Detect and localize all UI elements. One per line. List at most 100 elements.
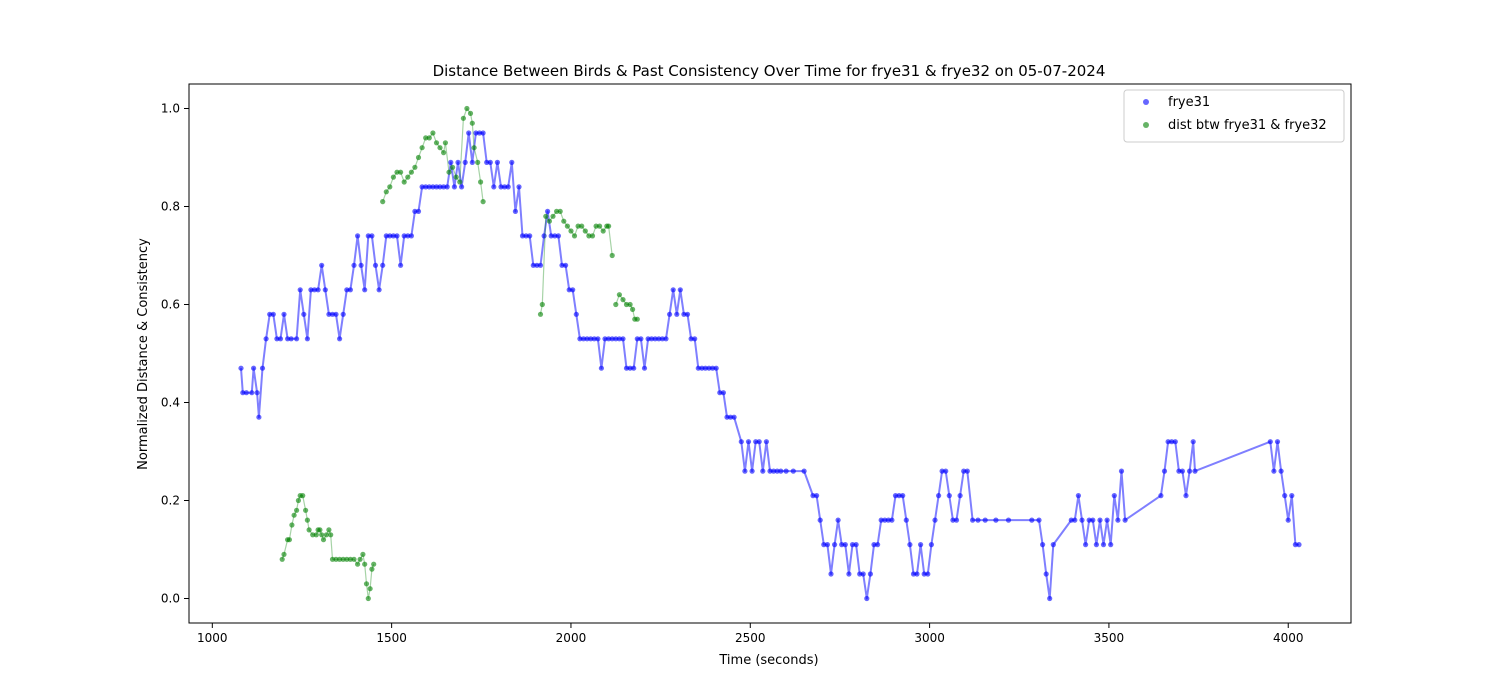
frye31-point: [516, 184, 522, 190]
frye31-point: [285, 336, 291, 342]
frye31-point: [1097, 517, 1103, 523]
distance-point: [412, 164, 418, 170]
frye31-point: [767, 468, 773, 474]
distance-point: [571, 233, 578, 239]
frye31-point: [491, 184, 497, 190]
frye31-point: [1115, 517, 1121, 523]
frye31-point: [426, 184, 432, 190]
frye31-point: [301, 311, 307, 317]
frye31-point: [308, 287, 314, 293]
frye31-point: [281, 311, 287, 317]
frye31-point: [459, 184, 465, 190]
distance-point: [371, 561, 377, 567]
distance-point: [423, 135, 429, 141]
frye31-point: [563, 262, 569, 268]
frye31-point: [1169, 439, 1175, 445]
frye31-point: [274, 336, 280, 342]
frye31-point: [530, 262, 536, 268]
frye31-point: [867, 571, 874, 577]
frye31-point: [1083, 542, 1089, 548]
frye31-point: [498, 184, 504, 190]
distance-point: [340, 556, 346, 562]
frye31-point: [570, 287, 576, 293]
frye31-point: [695, 365, 701, 371]
frye31-point: [663, 336, 669, 342]
frye31-point: [1036, 517, 1042, 523]
x-axis-label: Time (seconds): [718, 653, 818, 668]
frye31-point: [1183, 493, 1189, 499]
frye31-point: [738, 439, 744, 445]
frye31-point: [588, 336, 594, 342]
frye31-point: [720, 390, 727, 396]
y-tick-label: 0.6: [161, 298, 180, 312]
frye31-point: [1190, 439, 1196, 445]
distance-point: [419, 145, 425, 151]
frye31-point: [623, 365, 630, 371]
frye31-point: [835, 517, 841, 523]
distance-point: [564, 223, 571, 229]
distance-point: [408, 169, 414, 175]
frye31-point: [238, 365, 244, 371]
distance-point: [394, 169, 400, 175]
distance-point: [597, 223, 603, 229]
frye31-point: [394, 233, 400, 239]
frye31-point: [1090, 517, 1096, 523]
frye31-point: [656, 336, 662, 342]
frye31-point: [638, 336, 644, 342]
distance-point: [401, 179, 407, 185]
frye31-point: [763, 439, 770, 445]
frye31-point: [609, 336, 615, 342]
frye31-point: [606, 336, 612, 342]
distance-point: [310, 532, 316, 538]
frye31-point: [875, 542, 881, 548]
frye31-point: [405, 233, 411, 239]
frye31-point: [688, 336, 694, 342]
frye31-point: [756, 439, 762, 445]
frye31-point: [598, 365, 605, 371]
frye31-point: [430, 184, 436, 190]
frye31-point: [487, 159, 493, 165]
distance-point: [295, 497, 301, 504]
distance-point: [630, 306, 636, 312]
x-tick-label: 2500: [735, 631, 766, 645]
frye31-point: [251, 365, 257, 371]
distance-point: [478, 179, 484, 185]
frye31-point: [1282, 493, 1288, 499]
frye31-point: [842, 542, 848, 548]
frye31-point: [821, 542, 827, 548]
frye31-point: [943, 468, 949, 474]
frye31-point: [270, 311, 276, 317]
frye31-point: [907, 542, 913, 548]
y-tick-label: 0.8: [161, 200, 180, 214]
frye31-point: [502, 184, 508, 190]
distance-point: [355, 561, 361, 567]
frye31-point: [326, 311, 332, 317]
y-axis: 0.0 0.2 0.4 0.6 0.8 1.0: [161, 102, 189, 606]
y-axis-label: Normalized Distance & Consistency: [136, 238, 151, 470]
frye31-point: [1161, 468, 1168, 474]
frye31-point: [1093, 542, 1099, 548]
distance-point: [363, 581, 370, 587]
distance-point: [467, 110, 474, 116]
frye31-point: [519, 233, 526, 239]
distance-point: [426, 135, 432, 141]
frye31-point: [476, 130, 483, 136]
y-tick-label: 0.4: [161, 396, 180, 410]
frye31-point: [871, 542, 877, 548]
frye31-point: [1158, 493, 1164, 499]
distance-point: [387, 184, 393, 190]
distance-point: [398, 169, 404, 175]
frye31-point: [573, 311, 579, 317]
frye31-point: [932, 517, 938, 523]
legend: frye31 dist btw frye31 & frye32: [1123, 89, 1345, 143]
frye31-point: [415, 208, 422, 214]
x-tick-label: 1000: [197, 631, 228, 645]
frye31-point: [1047, 595, 1053, 602]
distance-point: [303, 507, 309, 513]
frye31-point: [616, 336, 623, 342]
frye31-point: [1274, 439, 1281, 445]
x-tick-label: 3000: [914, 631, 945, 645]
frye31-point: [523, 233, 529, 239]
frye31-point: [1278, 468, 1284, 474]
frye31-point: [254, 390, 260, 396]
